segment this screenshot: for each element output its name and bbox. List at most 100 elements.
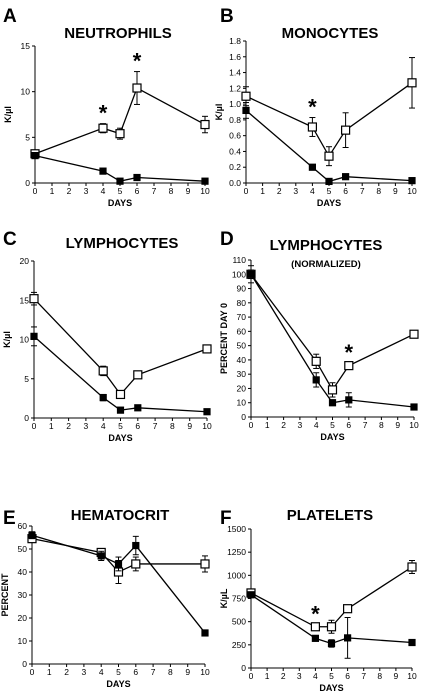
y-axis-label: K/µL xyxy=(219,588,229,608)
y-axis-label: K/µl xyxy=(2,331,12,348)
data-point xyxy=(407,562,417,572)
x-tick-label: 4 xyxy=(313,671,318,681)
data-point xyxy=(97,552,105,560)
y-tick-label: 250 xyxy=(232,640,246,650)
data-point xyxy=(29,294,39,304)
x-tick-label: 7 xyxy=(363,420,368,430)
x-tick-label: 3 xyxy=(297,671,302,681)
panel-title: HEMATOCRIT xyxy=(71,507,170,524)
panel-title: LYMPHOCYTES xyxy=(270,237,383,254)
x-tick-label: 7 xyxy=(153,421,158,431)
data-point xyxy=(131,559,141,569)
x-tick-label: 5 xyxy=(330,420,335,430)
data-point xyxy=(408,177,416,185)
data-point xyxy=(344,634,352,642)
panel-subtitle: (NORMALIZED) xyxy=(291,259,361,270)
significance-star: * xyxy=(99,101,108,126)
significance-star: * xyxy=(345,340,354,365)
data-point xyxy=(410,403,418,411)
x-tick-label: 9 xyxy=(187,421,192,431)
y-tick-label: 5 xyxy=(25,132,30,142)
y-tick-label: 1.4 xyxy=(229,68,241,78)
data-point xyxy=(327,385,338,395)
panel-title: LYMPHOCYTES xyxy=(66,235,179,252)
data-point xyxy=(242,106,250,115)
y-tick-label: 70 xyxy=(237,312,247,322)
y-tick-label: 1000 xyxy=(227,570,246,580)
x-axis-label: DAYS xyxy=(106,679,130,689)
panel-letter: F xyxy=(220,508,232,529)
y-tick-label: 1.8 xyxy=(229,36,241,46)
x-tick-label: 2 xyxy=(66,421,71,431)
series-open xyxy=(241,57,417,167)
series-filled xyxy=(31,152,209,185)
x-tick-label: 3 xyxy=(293,186,298,196)
x-tick-label: 2 xyxy=(64,667,69,677)
x-tick-label: 1 xyxy=(50,186,55,196)
series-line xyxy=(34,87,206,155)
data-point xyxy=(409,329,419,339)
x-tick-label: 7 xyxy=(360,186,365,196)
x-tick-label: 9 xyxy=(186,186,191,196)
series-filled xyxy=(30,326,211,416)
data-point xyxy=(247,591,255,599)
data-point xyxy=(99,393,107,402)
x-tick-label: 8 xyxy=(168,667,173,677)
x-tick-label: 6 xyxy=(133,667,138,677)
data-point xyxy=(324,151,334,161)
data-point xyxy=(308,163,316,171)
x-tick-label: 5 xyxy=(116,667,121,677)
x-tick-label: 0 xyxy=(249,671,254,681)
x-tick-label: 0 xyxy=(33,186,38,196)
y-tick-label: 20 xyxy=(20,256,30,266)
x-tick-label: 10 xyxy=(202,421,212,431)
data-point xyxy=(247,270,255,278)
data-point xyxy=(98,366,108,376)
series-line xyxy=(31,534,206,634)
panel-f: F PLATELETS 0 1 2 3 4 5 6 7 8 9 10 0 250 500 750 1000 1250… xyxy=(219,507,417,693)
x-tick-label: 3 xyxy=(84,421,89,431)
y-tick-label: 30 xyxy=(237,369,247,379)
x-tick-label: 2 xyxy=(281,671,286,681)
x-tick-label: 3 xyxy=(82,667,87,677)
data-point xyxy=(132,83,142,93)
data-point xyxy=(328,399,337,407)
data-point xyxy=(132,541,140,550)
data-point xyxy=(310,622,320,632)
data-point xyxy=(200,119,210,130)
panel-letter: B xyxy=(220,6,234,27)
data-point xyxy=(311,634,319,642)
x-tick-label: 3 xyxy=(84,186,89,196)
data-point xyxy=(116,177,124,185)
series-line xyxy=(245,82,413,158)
x-tick-label: 5 xyxy=(327,186,332,196)
data-point xyxy=(200,559,210,569)
x-axis-label: DAYS xyxy=(108,433,132,443)
y-tick-label: 0 xyxy=(25,178,30,188)
y-tick-label: 50 xyxy=(18,544,28,554)
x-tick-label: 6 xyxy=(345,671,350,681)
data-point xyxy=(99,167,107,175)
x-tick-label: 4 xyxy=(101,421,106,431)
x-tick-label: 3 xyxy=(298,420,303,430)
series-line xyxy=(250,594,413,645)
x-tick-label: 5 xyxy=(118,421,123,431)
x-tick-label: 0 xyxy=(32,421,37,431)
series-filled xyxy=(247,591,416,659)
panel-a: A NEUTROPHILS 0 1 2 3 4 5 6 7 8 9 10 0 5 10 15 DAYS K/µl * * xyxy=(3,6,210,208)
y-tick-label: 1250 xyxy=(227,547,246,557)
x-tick-label: 9 xyxy=(395,420,400,430)
panel-title: PLATELETS xyxy=(287,507,373,524)
data-point xyxy=(241,91,251,101)
x-tick-label: 8 xyxy=(376,186,381,196)
x-tick-label: 10 xyxy=(200,667,210,677)
series-filled xyxy=(28,531,209,637)
x-axis-label: DAYS xyxy=(317,198,341,208)
y-tick-label: 50 xyxy=(237,341,247,351)
x-tick-label: 4 xyxy=(310,186,315,196)
x-axis-label: DAYS xyxy=(319,683,343,693)
x-tick-label: 10 xyxy=(200,186,210,196)
data-point xyxy=(201,177,209,185)
data-point xyxy=(133,173,141,182)
panel-letter: E xyxy=(3,508,16,529)
